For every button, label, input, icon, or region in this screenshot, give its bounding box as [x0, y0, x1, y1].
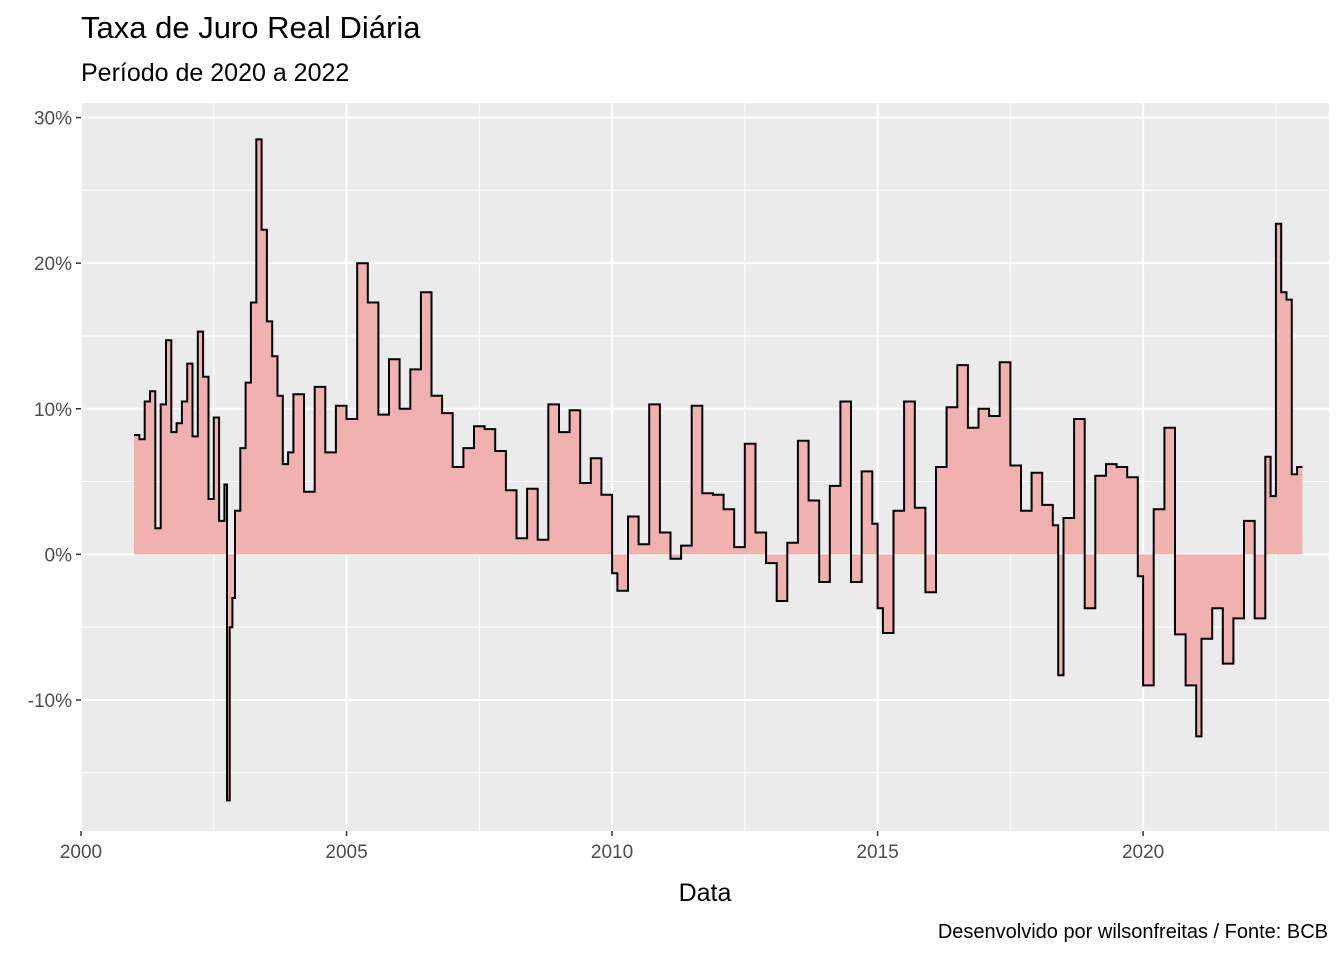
area-fill	[134, 139, 1303, 801]
x-tick-label: 2010	[591, 842, 633, 863]
y-tick-label: -10%	[28, 691, 72, 712]
axes: -10% 0% 10% 20% 30% 2000 2005 2010 2015 2020	[28, 109, 1165, 863]
x-tick-label: 2015	[856, 842, 898, 863]
x-axis-label: Data	[679, 879, 732, 907]
y-tick-label: 20%	[34, 254, 72, 275]
series-line	[134, 138, 1303, 802]
x-tick-label: 2000	[60, 842, 102, 863]
x-tick-label: 2005	[325, 842, 367, 863]
x-tick-label: 2020	[1122, 842, 1164, 863]
chart-title: Taxa de Juro Real Diária	[81, 10, 421, 45]
y-tick-label: 0%	[45, 545, 73, 566]
y-tick-label: 10%	[34, 400, 72, 421]
area-series	[134, 138, 1303, 802]
chart-caption: Desenvolvido por wilsonfreitas / Fonte: …	[937, 921, 1328, 943]
y-tick-label: 30%	[34, 109, 72, 130]
chart-subtitle: Período de 2020 a 2022	[81, 59, 350, 87]
